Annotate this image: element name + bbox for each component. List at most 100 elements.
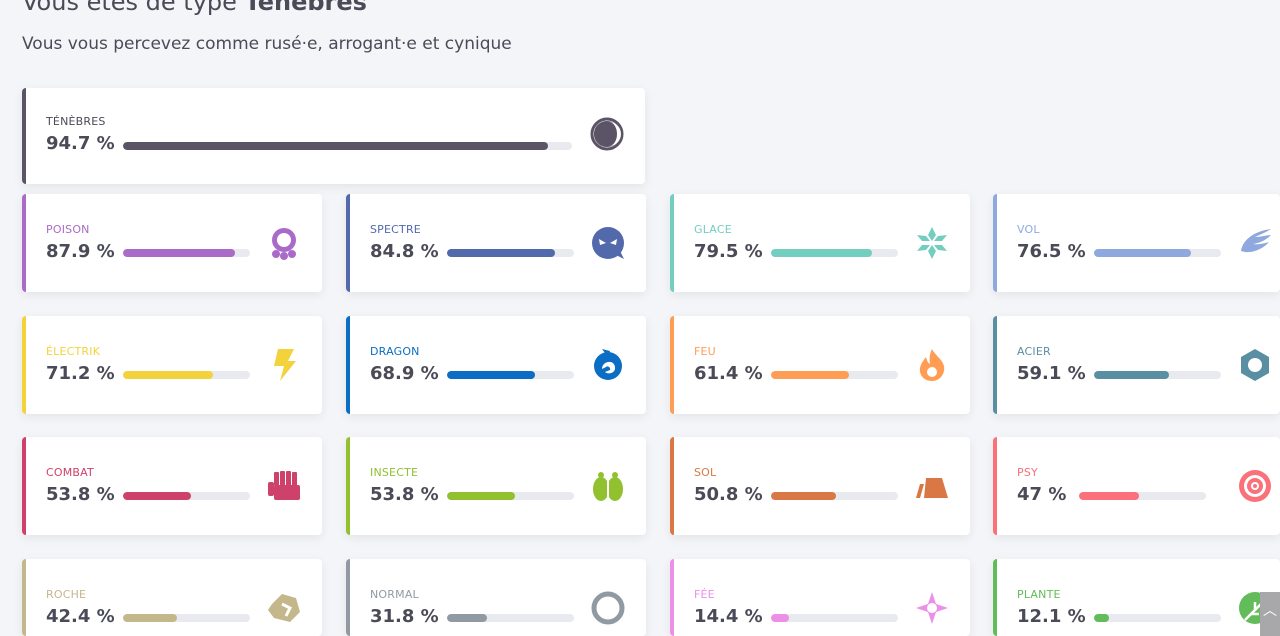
- type-progress-fill: [123, 371, 214, 379]
- chevron-up-icon: ︿: [1263, 603, 1277, 619]
- type-progress-bar: [771, 614, 898, 622]
- normal-icon: [590, 590, 626, 626]
- type-card-steel: ACIER 59.1 %: [993, 316, 1280, 414]
- type-progress-bar: [123, 142, 572, 150]
- type-progress-fill: [123, 249, 235, 257]
- type-percent: 61.4 %: [694, 363, 763, 384]
- type-progress-bar: [1094, 614, 1221, 622]
- ghost-icon: [590, 225, 626, 261]
- type-card-poison: POISON 87.9 %: [22, 194, 322, 292]
- type-progress-bar: [447, 492, 574, 500]
- type-progress-fill: [447, 492, 516, 500]
- dark-icon: [589, 116, 625, 152]
- type-card-fire: FEU 61.4 %: [670, 316, 970, 414]
- type-name: SPECTRE: [370, 223, 421, 236]
- type-percent: 87.9 %: [46, 241, 115, 262]
- type-name: ÉLECTRIK: [46, 345, 101, 358]
- fighting-icon: [266, 468, 302, 504]
- type-percent: 84.8 %: [370, 241, 439, 262]
- type-percent: 14.4 %: [694, 606, 763, 627]
- type-card-ground: SOL 50.8 %: [670, 437, 970, 535]
- rock-icon: [266, 590, 302, 626]
- type-percent: 79.5 %: [694, 241, 763, 262]
- type-progress-fill: [1079, 492, 1139, 500]
- type-progress-fill: [1094, 614, 1110, 622]
- steel-icon: [1237, 347, 1273, 383]
- type-card-normal: NORMAL 31.8 %: [346, 559, 646, 636]
- type-card-flying: VOL 76.5 %: [993, 194, 1280, 292]
- type-name: GLACE: [694, 223, 732, 236]
- type-card-dark: TÉNÈBRES 94.7 %: [22, 88, 645, 184]
- type-card-ghost: SPECTRE 84.8 %: [346, 194, 646, 292]
- type-progress-bar: [1079, 492, 1206, 500]
- type-name: POISON: [46, 223, 90, 236]
- type-percent: 42.4 %: [46, 606, 115, 627]
- type-name: FEU: [694, 345, 716, 358]
- dragon-icon: [590, 347, 626, 383]
- type-name: PSY: [1017, 466, 1038, 479]
- type-card-fighting: COMBAT 53.8 %: [22, 437, 322, 535]
- title-prefix: Vous êtes de type: [22, 0, 245, 16]
- electric-icon: [266, 347, 302, 383]
- type-progress-bar: [123, 614, 250, 622]
- type-progress-bar: [447, 371, 574, 379]
- type-name: COMBAT: [46, 466, 94, 479]
- type-progress-fill: [771, 614, 790, 622]
- type-card-psychic: PSY 47 %: [993, 437, 1280, 535]
- type-name: PLANTE: [1017, 588, 1061, 601]
- type-progress-fill: [771, 492, 836, 500]
- type-card-grass: PLANTE 12.1 %: [993, 559, 1280, 636]
- type-percent: 53.8 %: [370, 484, 439, 505]
- scroll-top-button[interactable]: ︿: [1260, 592, 1280, 636]
- type-name: DRAGON: [370, 345, 420, 358]
- type-percent: 12.1 %: [1017, 606, 1086, 627]
- page-title: Vous êtes de type Ténèbres: [22, 0, 367, 16]
- type-progress-bar: [1094, 249, 1221, 257]
- type-progress-fill: [123, 492, 192, 500]
- type-name: ROCHE: [46, 588, 87, 601]
- type-card-ice: GLACE 79.5 %: [670, 194, 970, 292]
- type-progress-bar: [447, 614, 574, 622]
- type-progress-bar: [123, 492, 250, 500]
- type-percent: 76.5 %: [1017, 241, 1086, 262]
- poison-icon: [266, 225, 302, 261]
- type-name: SOL: [694, 466, 717, 479]
- type-percent: 53.8 %: [46, 484, 115, 505]
- page-subtitle: Vous vous percevez comme rusé·e, arrogan…: [22, 34, 512, 54]
- type-progress-bar: [771, 492, 898, 500]
- type-progress-bar: [771, 371, 898, 379]
- psychic-icon: [1237, 468, 1273, 504]
- type-progress-fill: [123, 142, 549, 150]
- type-progress-fill: [447, 614, 488, 622]
- type-card-bug: INSECTE 53.8 %: [346, 437, 646, 535]
- type-card-electric: ÉLECTRIK 71.2 %: [22, 316, 322, 414]
- type-progress-fill: [447, 249, 555, 257]
- type-card-rock: ROCHE 42.4 %: [22, 559, 322, 636]
- type-name: NORMAL: [370, 588, 419, 601]
- type-progress-bar: [123, 371, 250, 379]
- fire-icon: [914, 347, 950, 383]
- type-percent: 68.9 %: [370, 363, 439, 384]
- type-progress-bar: [123, 249, 250, 257]
- type-name: FÉE: [694, 588, 715, 601]
- type-name: INSECTE: [370, 466, 419, 479]
- ground-icon: [914, 468, 950, 504]
- fairy-icon: [914, 590, 950, 626]
- type-progress-fill: [1094, 249, 1192, 257]
- type-progress-fill: [447, 371, 535, 379]
- type-percent: 31.8 %: [370, 606, 439, 627]
- type-percent: 50.8 %: [694, 484, 763, 505]
- type-percent: 47 %: [1017, 484, 1067, 505]
- type-progress-fill: [1094, 371, 1170, 379]
- type-name: TÉNÈBRES: [46, 115, 106, 128]
- type-progress-fill: [771, 371, 849, 379]
- type-card-fairy: FÉE 14.4 %: [670, 559, 970, 636]
- type-card-dragon: DRAGON 68.9 %: [346, 316, 646, 414]
- type-percent: 59.1 %: [1017, 363, 1086, 384]
- type-name: VOL: [1017, 223, 1040, 236]
- type-percent: 94.7 %: [46, 133, 115, 154]
- bug-icon: [590, 468, 626, 504]
- type-progress-bar: [771, 249, 898, 257]
- type-progress-fill: [123, 614, 177, 622]
- type-progress-bar: [1094, 371, 1221, 379]
